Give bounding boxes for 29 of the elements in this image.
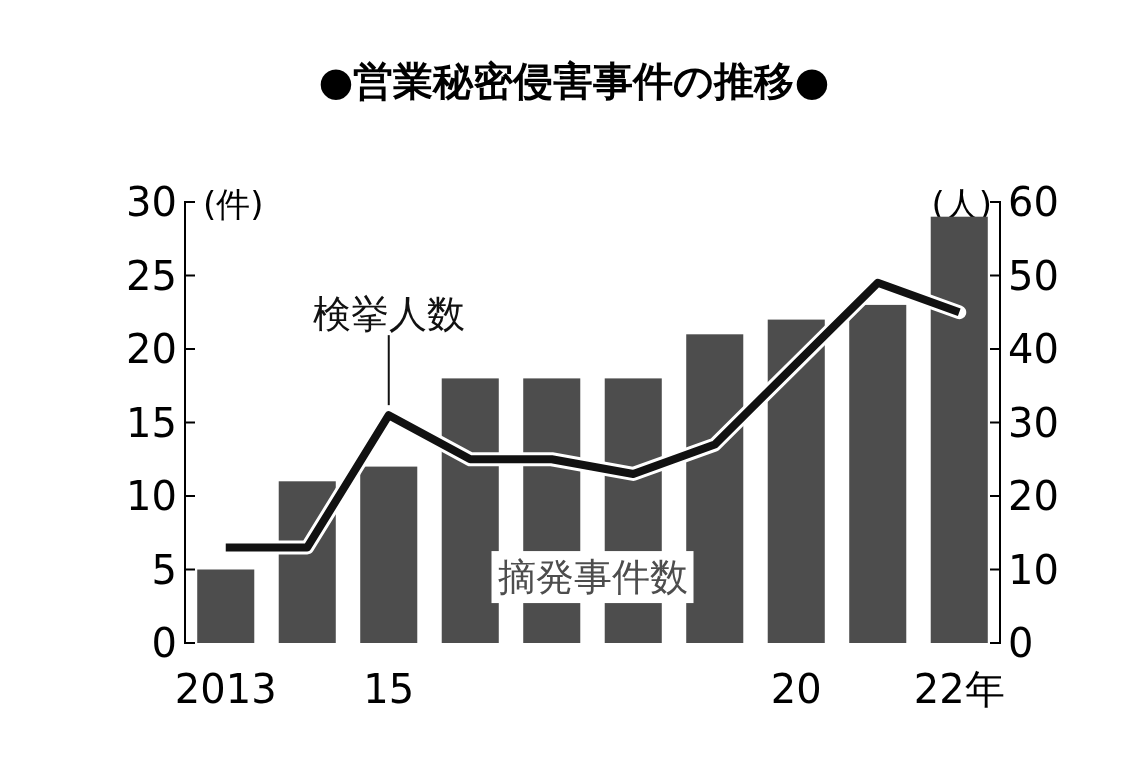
bar <box>441 378 499 643</box>
x-tick-label: 20 <box>770 666 822 712</box>
y-tick-label: 0 <box>151 620 177 666</box>
bar <box>360 466 418 643</box>
series-label: 摘発事件数 <box>497 555 688 600</box>
y2-tick-label: 0 <box>1008 620 1034 666</box>
bar <box>197 569 255 643</box>
y2-tick-label: 40 <box>1008 326 1059 372</box>
y2-tick-label: 10 <box>1008 546 1059 593</box>
bar <box>686 334 744 643</box>
bar <box>767 319 825 643</box>
y-tick-label: 20 <box>126 326 177 372</box>
x-tick-label: 2013 <box>174 666 277 712</box>
y2-tick-label: 20 <box>1008 473 1059 519</box>
bar <box>930 216 988 643</box>
text: 検挙人数 <box>312 292 465 337</box>
y-tick-label: 30 <box>126 179 177 225</box>
x-tick-label: 15 <box>363 666 415 712</box>
chart-title: ●営業秘密侵害事件の推移● <box>318 58 830 104</box>
y2-tick-label: 60 <box>1008 179 1059 225</box>
y2-tick-label: 30 <box>1008 399 1059 446</box>
y-axis-title: (件) <box>203 184 264 224</box>
y-tick-label: 10 <box>126 473 177 519</box>
x-tick-label: 22年 <box>913 666 1005 712</box>
y-tick-label: 15 <box>126 399 177 446</box>
bar <box>849 304 907 643</box>
y-tick-label: 5 <box>151 546 177 593</box>
y2-tick-label: 50 <box>1008 252 1059 299</box>
y-tick-label: 25 <box>126 252 177 299</box>
